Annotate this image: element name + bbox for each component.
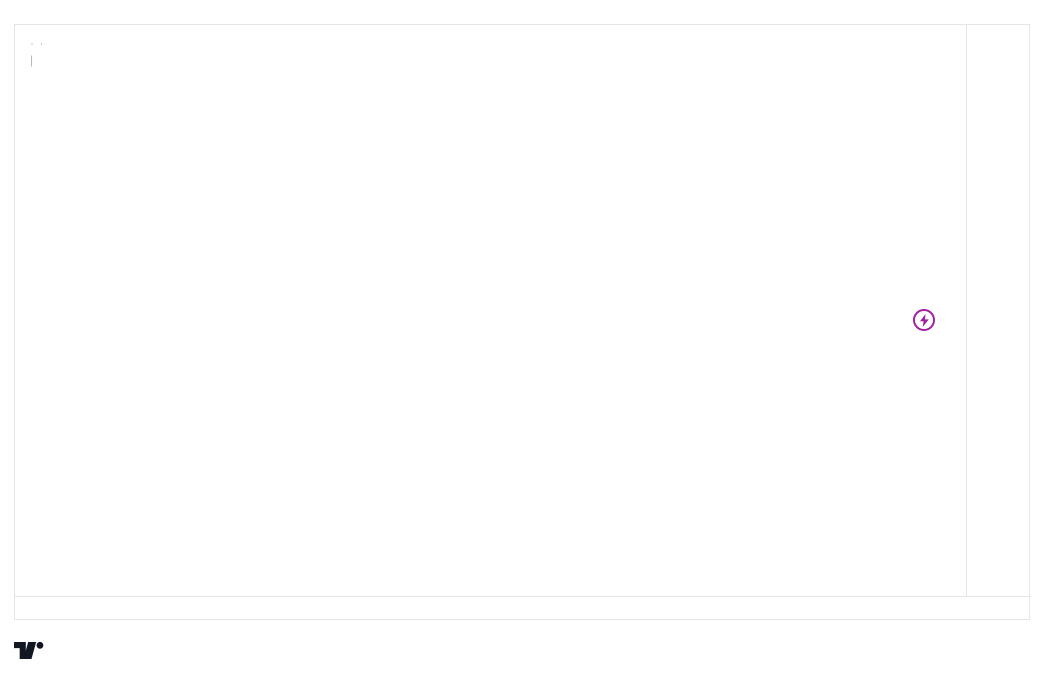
bolt-glyph — [919, 313, 929, 327]
plot-area[interactable] — [15, 25, 966, 596]
tradingview-footer — [14, 640, 57, 662]
time-axis[interactable] — [15, 597, 966, 620]
axis-divider — [966, 25, 967, 596]
chart-frame: · · | — [14, 24, 1031, 620]
time-axis-divider — [15, 596, 1031, 597]
chart-canvas — [15, 25, 966, 596]
lightning-bolt-icon[interactable] — [913, 309, 935, 331]
price-axis[interactable] — [967, 25, 1030, 596]
tradingview-logo-icon — [14, 641, 44, 660]
